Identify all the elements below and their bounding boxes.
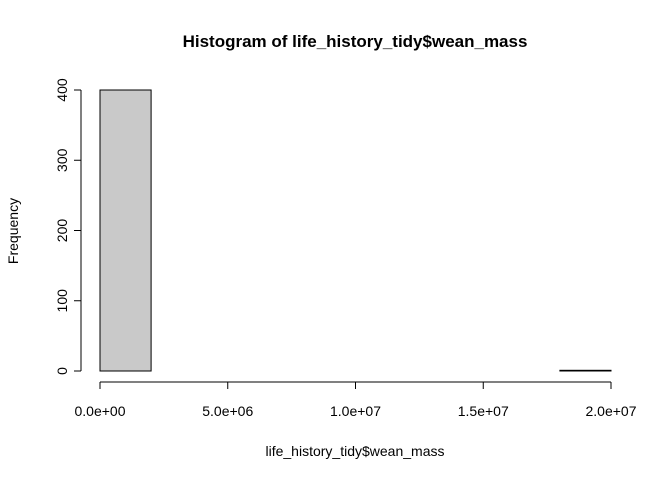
x-tick-label-1: 5.0e+06 xyxy=(202,403,253,419)
y-tick-label-0: 0 xyxy=(54,367,70,375)
x-axis: 0.0e+00 5.0e+06 1.0e+07 1.5e+07 2.0e+07 xyxy=(75,381,637,419)
x-tick-label-3: 1.5e+07 xyxy=(458,403,509,419)
y-axis-label: Frequency xyxy=(5,198,21,264)
histogram-bar-0 xyxy=(99,89,152,372)
y-tick-label-2: 200 xyxy=(54,219,70,243)
y-tick-label-3: 300 xyxy=(54,148,70,172)
x-tick-label-0: 0.0e+00 xyxy=(75,403,126,419)
histogram-bar-9 xyxy=(559,369,612,372)
x-tick-label-4: 2.0e+07 xyxy=(586,403,637,419)
chart-title: Histogram of life_history_tidy$wean_mass xyxy=(183,32,528,51)
bars-group xyxy=(99,89,612,372)
y-tick-label-4: 400 xyxy=(54,78,70,102)
y-tick-label-1: 100 xyxy=(54,289,70,313)
x-tick-label-2: 1.0e+07 xyxy=(330,403,381,419)
y-axis: 0 100 200 300 400 xyxy=(54,78,82,375)
x-axis-label: life_history_tidy$wean_mass xyxy=(266,443,445,459)
